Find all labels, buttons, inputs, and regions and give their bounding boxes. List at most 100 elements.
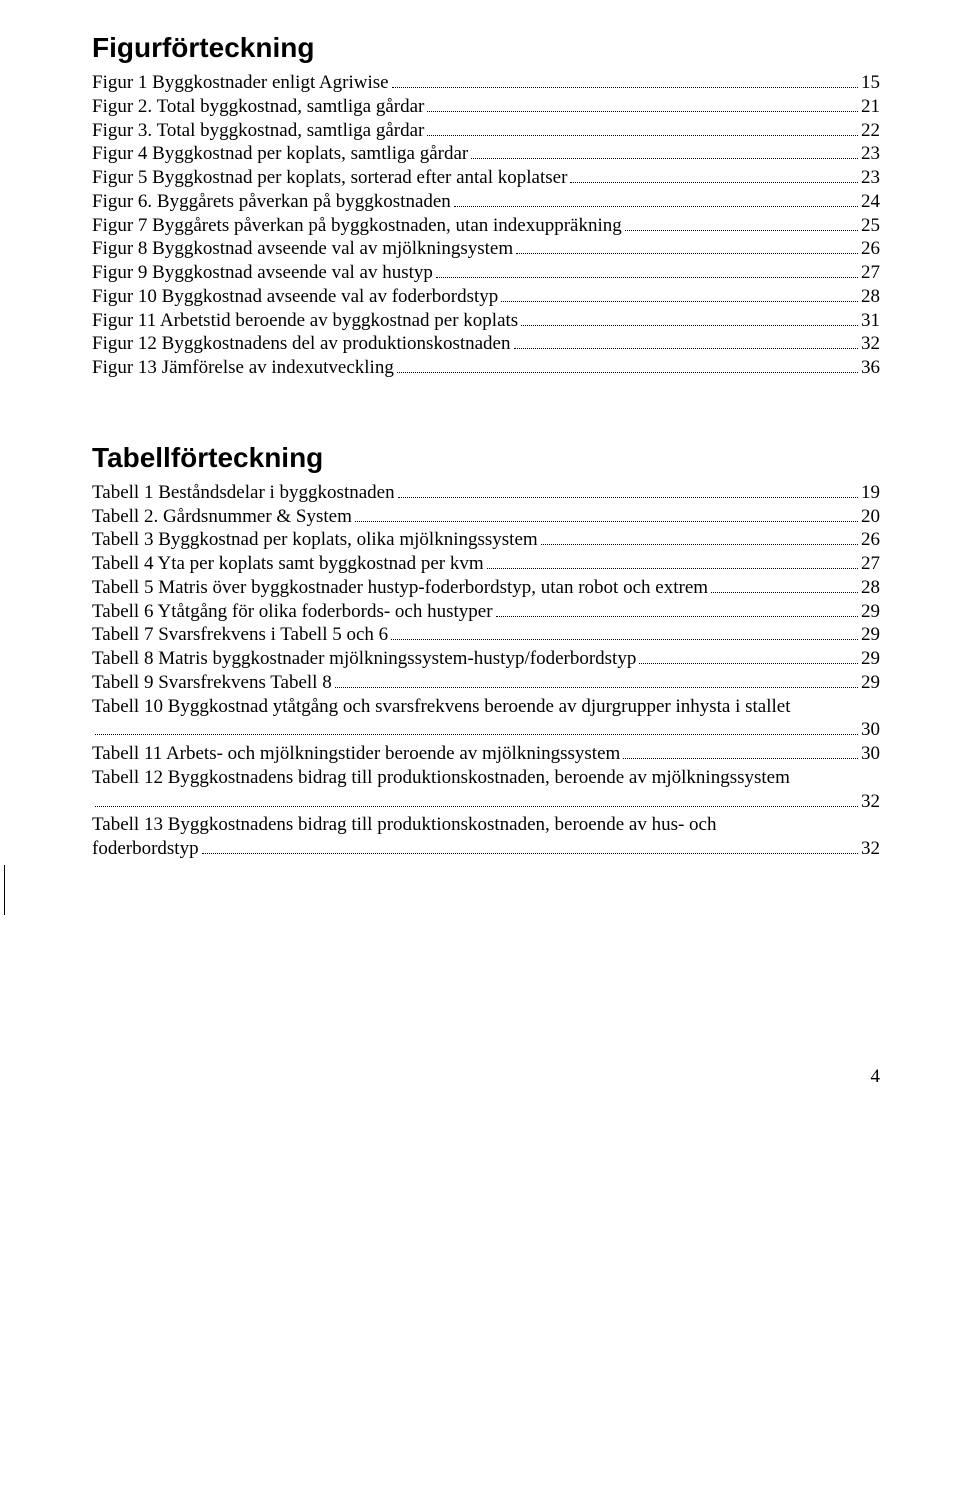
table-entry: Tabell 9 Svarsfrekvens Tabell 8 29 <box>92 671 880 695</box>
leader-dots <box>496 616 858 617</box>
leader-dots <box>397 372 858 373</box>
leader-dots <box>95 734 858 735</box>
table-label: Tabell 12 Byggkostnadens bidrag till pro… <box>92 766 790 790</box>
table-entry: Tabell 1 Beståndsdelar i byggkostnaden 1… <box>92 481 880 505</box>
leader-dots <box>471 158 858 159</box>
page-number: 4 <box>92 1065 880 1089</box>
table-entry: Tabell 4 Yta per koplats samt byggkostna… <box>92 552 880 576</box>
figure-page: 15 <box>861 71 880 95</box>
leader-dots <box>95 806 858 807</box>
table-label: Tabell 3 Byggkostnad per koplats, olika … <box>92 528 538 552</box>
figure-label: Figur 1 Byggkostnader enligt Agriwise <box>92 71 389 95</box>
leader-dots <box>436 277 858 278</box>
figures-heading: Figurförteckning <box>92 30 880 65</box>
table-entry: Tabell 10 Byggkostnad ytåtgång och svars… <box>92 695 880 719</box>
table-page: 30 <box>861 718 880 742</box>
figure-label: Figur 8 Byggkostnad avseende val av mjöl… <box>92 237 513 261</box>
table-label: Tabell 4 Yta per koplats samt byggkostna… <box>92 552 484 576</box>
figure-label: Figur 9 Byggkostnad avseende val av hust… <box>92 261 433 285</box>
figure-entry: Figur 9 Byggkostnad avseende val av hust… <box>92 261 880 285</box>
figure-page: 21 <box>861 95 880 119</box>
leader-dots <box>541 544 858 545</box>
leader-dots <box>427 135 858 136</box>
table-page: 28 <box>861 576 880 600</box>
table-entry: Tabell 5 Matris över byggkostnader husty… <box>92 576 880 600</box>
table-page: 27 <box>861 552 880 576</box>
table-label: Tabell 13 Byggkostnadens bidrag till pro… <box>92 813 717 837</box>
leader-dots <box>487 568 858 569</box>
figure-entry: Figur 11 Arbetstid beroende av byggkostn… <box>92 309 880 333</box>
figure-page: 32 <box>861 332 880 356</box>
table-entry: Tabell 2. Gårdsnummer & System 20 <box>92 505 880 529</box>
leader-dots <box>711 592 858 593</box>
table-page: 20 <box>861 505 880 529</box>
table-page: 29 <box>861 647 880 671</box>
figure-entry: Figur 13 Jämförelse av indexutveckling 3… <box>92 356 880 380</box>
table-label: Tabell 7 Svarsfrekvens i Tabell 5 och 6 <box>92 623 388 647</box>
table-entry-cont: 32 <box>92 790 880 814</box>
figure-entry: Figur 8 Byggkostnad avseende val av mjöl… <box>92 237 880 261</box>
figure-page: 26 <box>861 237 880 261</box>
table-label: Tabell 5 Matris över byggkostnader husty… <box>92 576 708 600</box>
figure-entry: Figur 10 Byggkostnad avseende val av fod… <box>92 285 880 309</box>
leader-dots <box>514 348 859 349</box>
figure-label: Figur 4 Byggkostnad per koplats, samtlig… <box>92 142 468 166</box>
table-entry-cont: foderbordstyp 32 <box>92 837 880 861</box>
table-label: Tabell 2. Gårdsnummer & System <box>92 505 352 529</box>
figure-page: 31 <box>861 309 880 333</box>
table-entry-cont: 30 <box>92 718 880 742</box>
figure-label: Figur 10 Byggkostnad avseende val av fod… <box>92 285 498 309</box>
table-page: 29 <box>861 623 880 647</box>
table-entry: Tabell 8 Matris byggkostnader mjölknings… <box>92 647 880 671</box>
table-entry: Tabell 6 Ytåtgång för olika foderbords- … <box>92 600 880 624</box>
figure-label: Figur 3. Total byggkostnad, samtliga går… <box>92 119 424 143</box>
figure-entry: Figur 7 Byggårets påverkan på byggkostna… <box>92 214 880 238</box>
leader-dots <box>202 853 858 854</box>
leader-dots <box>625 230 858 231</box>
figure-page: 27 <box>861 261 880 285</box>
leader-dots <box>335 687 858 688</box>
figures-list: Figur 1 Byggkostnader enligt Agriwise 15… <box>92 71 880 380</box>
leader-dots <box>391 639 858 640</box>
table-page: 30 <box>861 742 880 766</box>
leader-dots <box>454 206 858 207</box>
figure-label: Figur 6. Byggårets påverkan på byggkostn… <box>92 190 451 214</box>
table-entry: Tabell 7 Svarsfrekvens i Tabell 5 och 6 … <box>92 623 880 647</box>
table-page: 32 <box>861 837 880 861</box>
leader-dots <box>398 497 858 498</box>
figure-page: 28 <box>861 285 880 309</box>
figure-entry: Figur 6. Byggårets påverkan på byggkostn… <box>92 190 880 214</box>
table-page: 29 <box>861 600 880 624</box>
figure-page: 22 <box>861 119 880 143</box>
figure-entry: Figur 4 Byggkostnad per koplats, samtlig… <box>92 142 880 166</box>
table-label: Tabell 1 Beståndsdelar i byggkostnaden <box>92 481 395 505</box>
figure-entry: Figur 1 Byggkostnader enligt Agriwise 15 <box>92 71 880 95</box>
table-entry: Tabell 13 Byggkostnadens bidrag till pro… <box>92 813 880 837</box>
figure-entry: Figur 12 Byggkostnadens del av produktio… <box>92 332 880 356</box>
tables-list: Tabell 1 Beståndsdelar i byggkostnaden 1… <box>92 481 880 861</box>
figure-label: Figur 12 Byggkostnadens del av produktio… <box>92 332 511 356</box>
figure-entry: Figur 2. Total byggkostnad, samtliga går… <box>92 95 880 119</box>
table-label-cont: foderbordstyp <box>92 837 199 861</box>
leader-dots <box>521 325 858 326</box>
leader-dots <box>570 182 858 183</box>
table-page: 26 <box>861 528 880 552</box>
table-label: Tabell 9 Svarsfrekvens Tabell 8 <box>92 671 332 695</box>
leader-dots <box>355 521 858 522</box>
figure-entry: Figur 5 Byggkostnad per koplats, sortera… <box>92 166 880 190</box>
table-entry: Tabell 3 Byggkostnad per koplats, olika … <box>92 528 880 552</box>
table-label: Tabell 8 Matris byggkostnader mjölknings… <box>92 647 636 671</box>
table-label: Tabell 11 Arbets- och mjölkningstider be… <box>92 742 620 766</box>
table-page: 32 <box>861 790 880 814</box>
leader-dots <box>623 758 858 759</box>
table-entry: Tabell 11 Arbets- och mjölkningstider be… <box>92 742 880 766</box>
figure-page: 23 <box>861 166 880 190</box>
table-page: 19 <box>861 481 880 505</box>
leader-dots <box>427 111 858 112</box>
leader-dots <box>516 253 858 254</box>
figure-page: 25 <box>861 214 880 238</box>
figure-label: Figur 2. Total byggkostnad, samtliga går… <box>92 95 424 119</box>
figure-entry: Figur 3. Total byggkostnad, samtliga går… <box>92 119 880 143</box>
table-label: Tabell 10 Byggkostnad ytåtgång och svars… <box>92 695 791 719</box>
figure-label: Figur 7 Byggårets påverkan på byggkostna… <box>92 214 622 238</box>
